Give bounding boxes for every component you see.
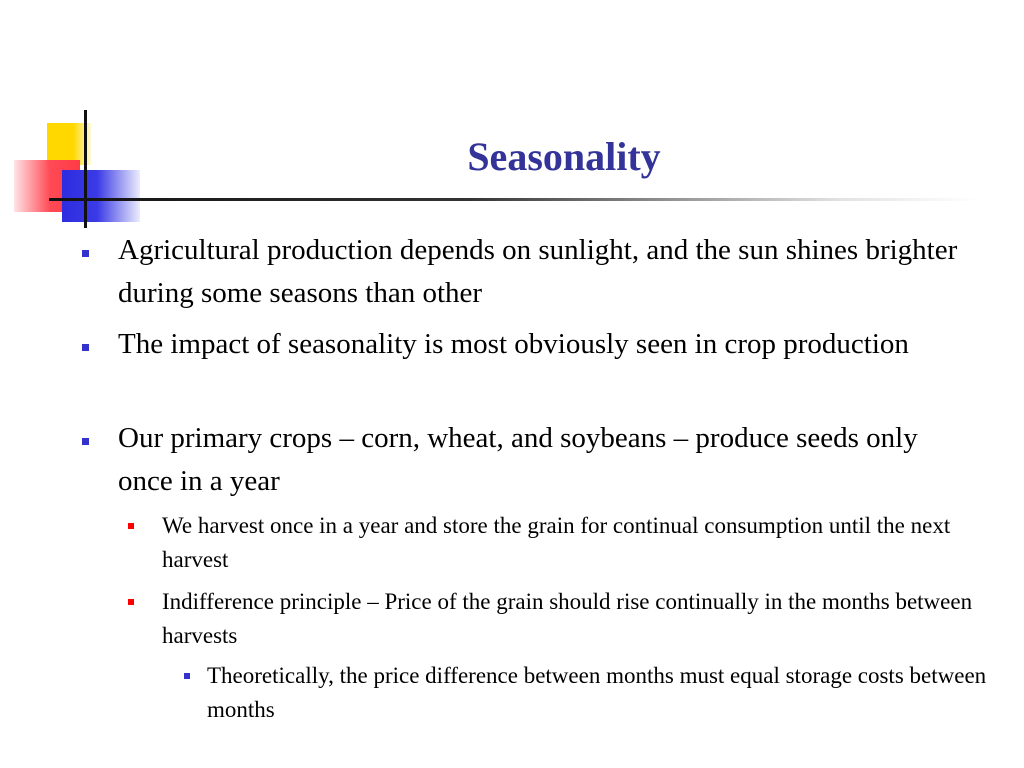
bullet-square-icon xyxy=(128,599,134,605)
list-item: Theoretically, the price difference betw… xyxy=(207,663,987,722)
list-item: Agricultural production depends on sunli… xyxy=(118,234,958,309)
bullet-square-icon xyxy=(82,250,89,257)
slide-title: Seasonality xyxy=(467,134,661,179)
vertical-rule xyxy=(84,110,87,228)
list-item: Indifference principle – Price of the gr… xyxy=(162,589,973,648)
title-underline xyxy=(49,198,979,201)
bullet-square-icon xyxy=(184,673,190,679)
list-item: The impact of seasonality is most obviou… xyxy=(118,328,909,360)
yellow-square xyxy=(47,123,91,165)
list-item: We harvest once in a year and store the … xyxy=(162,513,951,572)
list-item: Our primary crops – corn, wheat, and soy… xyxy=(118,422,918,497)
blue-square xyxy=(62,170,140,222)
bullet-square-icon xyxy=(128,523,134,529)
bullet-square-icon xyxy=(82,344,89,351)
bullet-square-icon xyxy=(82,438,89,445)
